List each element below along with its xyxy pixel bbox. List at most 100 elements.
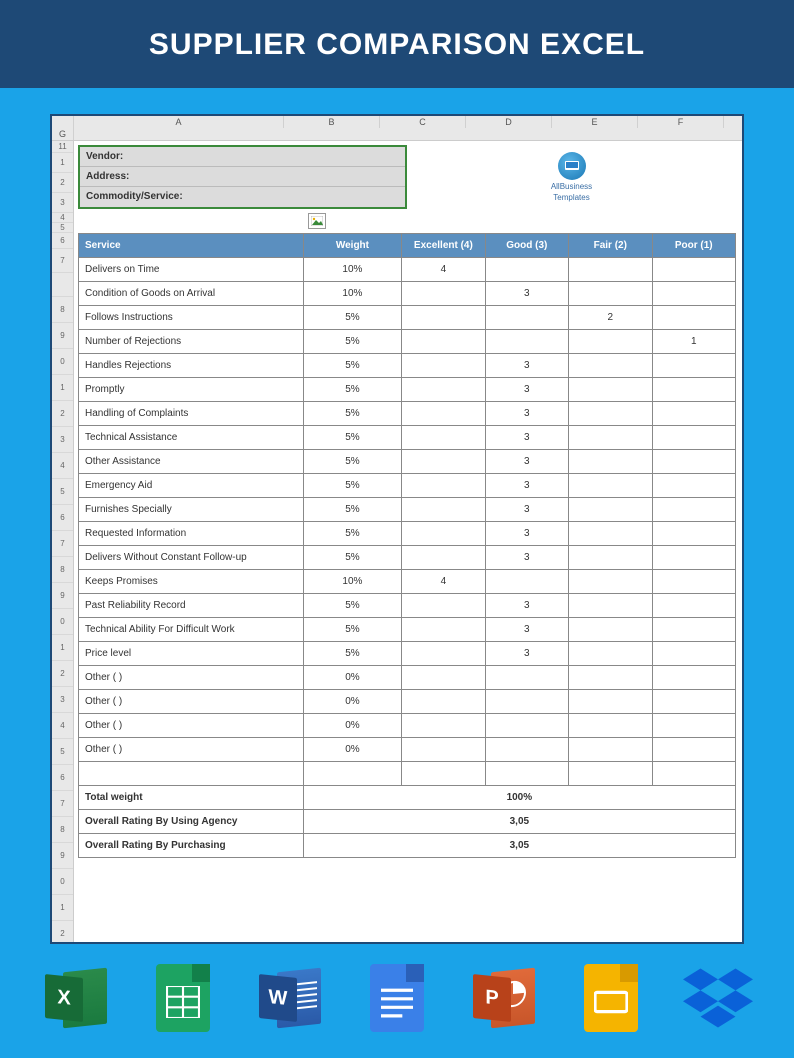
table-cell[interactable] xyxy=(485,666,568,690)
table-cell[interactable] xyxy=(569,738,652,762)
table-cell[interactable]: Technical Assistance xyxy=(79,426,304,450)
table-cell[interactable] xyxy=(652,714,736,738)
table-cell[interactable] xyxy=(569,330,652,354)
table-cell[interactable] xyxy=(402,738,485,762)
table-cell[interactable] xyxy=(569,354,652,378)
table-cell[interactable]: Price level xyxy=(79,642,304,666)
table-cell[interactable] xyxy=(485,306,568,330)
table-cell[interactable]: 4 xyxy=(402,258,485,282)
table-cell[interactable] xyxy=(652,690,736,714)
row-number[interactable]: 1 xyxy=(52,153,73,173)
row-number[interactable]: 4 xyxy=(52,713,73,739)
row-number[interactable]: 1 xyxy=(52,895,73,921)
table-cell[interactable] xyxy=(569,690,652,714)
table-cell[interactable] xyxy=(652,354,736,378)
table-cell[interactable]: 5% xyxy=(303,426,401,450)
row-number[interactable]: 4 xyxy=(52,213,73,223)
table-cell[interactable]: Follows Instructions xyxy=(79,306,304,330)
row-number[interactable]: 6 xyxy=(52,233,73,249)
table-cell[interactable]: 3 xyxy=(485,378,568,402)
table-cell[interactable] xyxy=(402,354,485,378)
column-header[interactable]: A xyxy=(74,116,284,128)
row-number[interactable]: 9 xyxy=(52,843,73,869)
table-cell[interactable]: Delivers Without Constant Follow-up xyxy=(79,546,304,570)
table-cell[interactable]: 2 xyxy=(569,306,652,330)
table-cell[interactable]: 5% xyxy=(303,498,401,522)
table-cell[interactable]: Emergency Aid xyxy=(79,474,304,498)
row-number[interactable]: 8 xyxy=(52,297,73,323)
row-number[interactable]: 2 xyxy=(52,661,73,687)
table-cell[interactable] xyxy=(652,642,736,666)
excel-icon[interactable]: X xyxy=(40,962,112,1034)
table-cell[interactable]: Number of Rejections xyxy=(79,330,304,354)
table-cell[interactable] xyxy=(569,402,652,426)
table-cell[interactable]: Delivers on Time xyxy=(79,258,304,282)
row-number[interactable] xyxy=(52,273,73,297)
table-cell[interactable]: 3 xyxy=(485,402,568,426)
google-docs-icon[interactable] xyxy=(361,962,433,1034)
table-cell[interactable] xyxy=(652,258,736,282)
table-cell[interactable] xyxy=(652,762,736,786)
table-cell[interactable] xyxy=(652,498,736,522)
table-cell[interactable]: 5% xyxy=(303,378,401,402)
row-number[interactable]: 0 xyxy=(52,869,73,895)
table-cell[interactable]: 0% xyxy=(303,738,401,762)
table-cell[interactable] xyxy=(652,474,736,498)
table-cell[interactable]: 3 xyxy=(485,594,568,618)
row-number[interactable]: 2 xyxy=(52,401,73,427)
table-cell[interactable]: Other ( ) xyxy=(79,690,304,714)
table-cell[interactable] xyxy=(402,330,485,354)
table-cell[interactable] xyxy=(402,666,485,690)
column-header[interactable]: C xyxy=(380,116,466,128)
row-number[interactable]: 9 xyxy=(52,583,73,609)
table-cell[interactable]: 4 xyxy=(402,570,485,594)
table-cell[interactable] xyxy=(652,546,736,570)
table-cell[interactable] xyxy=(485,570,568,594)
table-cell[interactable] xyxy=(402,522,485,546)
table-cell[interactable]: 3 xyxy=(485,474,568,498)
insert-image-icon[interactable] xyxy=(308,213,326,229)
table-cell[interactable] xyxy=(402,690,485,714)
table-cell[interactable]: 3 xyxy=(485,546,568,570)
table-cell[interactable]: Other ( ) xyxy=(79,714,304,738)
table-cell[interactable]: Other ( ) xyxy=(79,738,304,762)
table-cell[interactable]: Other ( ) xyxy=(79,666,304,690)
row-number[interactable]: 1 xyxy=(52,375,73,401)
table-cell[interactable] xyxy=(402,762,485,786)
table-cell[interactable] xyxy=(569,762,652,786)
table-cell[interactable]: 5% xyxy=(303,450,401,474)
table-cell[interactable] xyxy=(652,594,736,618)
row-number[interactable]: 6 xyxy=(52,505,73,531)
table-cell[interactable]: Past Reliability Record xyxy=(79,594,304,618)
row-number[interactable]: 7 xyxy=(52,791,73,817)
table-cell[interactable]: 1 xyxy=(652,330,736,354)
google-slides-icon[interactable] xyxy=(575,962,647,1034)
row-number[interactable]: 5 xyxy=(52,223,73,233)
table-cell[interactable] xyxy=(485,738,568,762)
table-cell[interactable] xyxy=(569,474,652,498)
row-number[interactable]: 3 xyxy=(52,687,73,713)
table-cell[interactable] xyxy=(652,738,736,762)
table-cell[interactable] xyxy=(569,570,652,594)
table-cell[interactable]: 3 xyxy=(485,282,568,306)
table-cell[interactable]: Promptly xyxy=(79,378,304,402)
row-number[interactable]: 7 xyxy=(52,531,73,557)
table-cell[interactable] xyxy=(402,402,485,426)
table-cell[interactable] xyxy=(402,378,485,402)
column-header[interactable]: G xyxy=(52,128,74,140)
row-number[interactable]: 8 xyxy=(52,557,73,583)
table-cell[interactable] xyxy=(402,714,485,738)
row-number[interactable]: 9 xyxy=(52,323,73,349)
column-header[interactable] xyxy=(52,116,74,128)
row-number[interactable]: 0 xyxy=(52,349,73,375)
table-cell[interactable]: Handles Rejections xyxy=(79,354,304,378)
table-cell[interactable]: 5% xyxy=(303,522,401,546)
table-cell[interactable] xyxy=(652,570,736,594)
table-cell[interactable]: 3 xyxy=(485,426,568,450)
table-cell[interactable] xyxy=(402,546,485,570)
table-cell[interactable] xyxy=(569,498,652,522)
table-cell[interactable]: 5% xyxy=(303,354,401,378)
table-cell[interactable]: 3 xyxy=(485,618,568,642)
table-cell[interactable] xyxy=(402,474,485,498)
table-cell[interactable] xyxy=(652,666,736,690)
